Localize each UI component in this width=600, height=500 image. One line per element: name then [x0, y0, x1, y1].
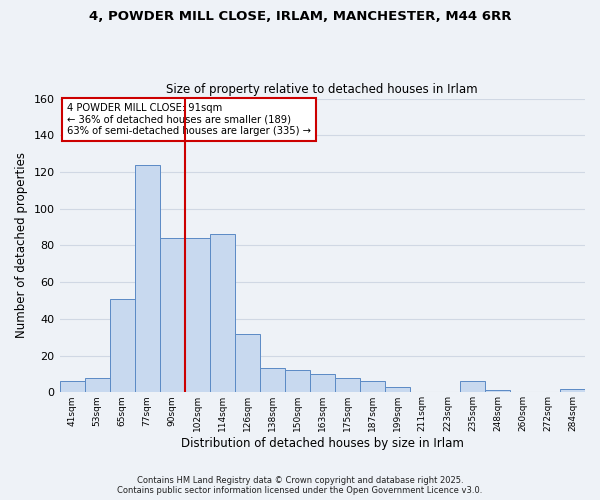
Text: 4 POWDER MILL CLOSE: 91sqm
← 36% of detached houses are smaller (189)
63% of sem: 4 POWDER MILL CLOSE: 91sqm ← 36% of deta… — [67, 103, 311, 136]
X-axis label: Distribution of detached houses by size in Irlam: Distribution of detached houses by size … — [181, 437, 464, 450]
Bar — [110, 298, 134, 392]
Bar — [560, 388, 585, 392]
Bar — [59, 382, 85, 392]
Bar — [310, 374, 335, 392]
Bar — [285, 370, 310, 392]
Bar — [360, 382, 385, 392]
Title: Size of property relative to detached houses in Irlam: Size of property relative to detached ho… — [166, 83, 478, 96]
Bar — [485, 390, 510, 392]
Bar — [185, 238, 209, 392]
Bar — [260, 368, 285, 392]
Text: Contains HM Land Registry data © Crown copyright and database right 2025.
Contai: Contains HM Land Registry data © Crown c… — [118, 476, 482, 495]
Bar — [385, 387, 410, 392]
Text: 4, POWDER MILL CLOSE, IRLAM, MANCHESTER, M44 6RR: 4, POWDER MILL CLOSE, IRLAM, MANCHESTER,… — [89, 10, 511, 23]
Bar — [460, 382, 485, 392]
Y-axis label: Number of detached properties: Number of detached properties — [15, 152, 28, 338]
Bar — [335, 378, 360, 392]
Bar — [235, 334, 260, 392]
Bar — [85, 378, 110, 392]
Bar — [209, 234, 235, 392]
Bar — [160, 238, 185, 392]
Bar — [134, 164, 160, 392]
